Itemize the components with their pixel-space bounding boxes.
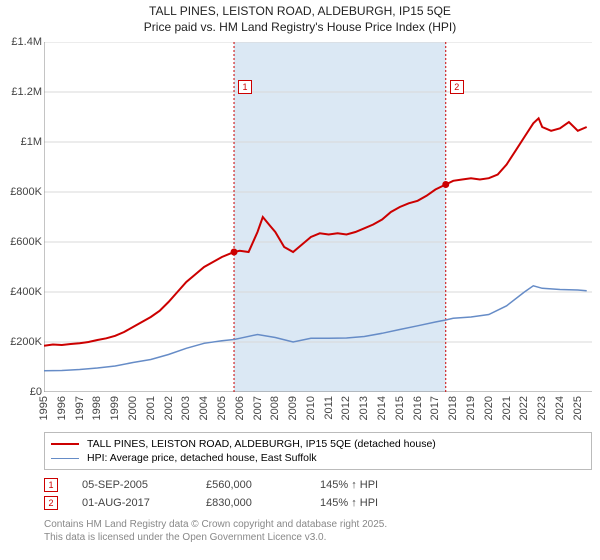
title-block: TALL PINES, LEISTON ROAD, ALDEBURGH, IP1…: [0, 0, 600, 35]
x-tick-label: 2021: [501, 396, 513, 420]
legend-swatch: [51, 458, 79, 459]
x-tick-label: 2014: [376, 396, 388, 420]
sale-point-marker: 2: [44, 496, 58, 510]
title-line-2: Price paid vs. HM Land Registry's House …: [0, 20, 600, 36]
x-tick-label: 2011: [323, 396, 335, 420]
y-tick-label: £1M: [2, 136, 42, 148]
chart-area: [44, 42, 592, 392]
x-tick-label: 1996: [56, 396, 68, 420]
x-tick-label: 2002: [163, 396, 175, 420]
legend-box: TALL PINES, LEISTON ROAD, ALDEBURGH, IP1…: [44, 432, 592, 470]
y-tick-label: £400K: [2, 286, 42, 298]
x-tick-label: 1999: [109, 396, 121, 420]
x-tick-label: 2007: [252, 396, 264, 420]
attribution-line-1: Contains HM Land Registry data © Crown c…: [44, 518, 592, 531]
y-tick-label: £800K: [2, 186, 42, 198]
marker-box: 2: [450, 80, 464, 94]
x-tick-label: 2012: [340, 396, 352, 420]
sale-point-date: 01-AUG-2017: [82, 497, 182, 509]
x-tick-label: 2015: [394, 396, 406, 420]
x-tick-label: 2000: [127, 396, 139, 420]
x-tick-label: 2004: [198, 396, 210, 420]
chart-container: TALL PINES, LEISTON ROAD, ALDEBURGH, IP1…: [0, 0, 600, 560]
sale-point-price: £560,000: [206, 479, 296, 491]
x-tick-label: 1997: [74, 396, 86, 420]
marker-box: 1: [238, 80, 252, 94]
x-tick-label: 2025: [572, 396, 584, 420]
x-tick-label: 2013: [358, 396, 370, 420]
y-tick-label: £600K: [2, 236, 42, 248]
title-line-1: TALL PINES, LEISTON ROAD, ALDEBURGH, IP1…: [0, 4, 600, 20]
legend-label: HPI: Average price, detached house, East…: [87, 452, 317, 464]
sale-point-row: 1 05-SEP-2005 £560,000 145% ↑ HPI: [44, 476, 592, 494]
x-tick-label: 2024: [554, 396, 566, 420]
x-tick-label: 2019: [465, 396, 477, 420]
attribution: Contains HM Land Registry data © Crown c…: [44, 518, 592, 544]
plot-svg: [44, 42, 592, 392]
x-tick-label: 2010: [305, 396, 317, 420]
sale-point-delta: 145% ↑ HPI: [320, 497, 378, 509]
x-tick-label: 1998: [91, 396, 103, 420]
attribution-line-2: This data is licensed under the Open Gov…: [44, 531, 592, 544]
sale-point-marker: 1: [44, 478, 58, 492]
x-tick-label: 2005: [216, 396, 228, 420]
sale-point-row: 2 01-AUG-2017 £830,000 145% ↑ HPI: [44, 494, 592, 512]
x-tick-label: 2016: [412, 396, 424, 420]
x-tick-label: 2008: [269, 396, 281, 420]
sale-point-date: 05-SEP-2005: [82, 479, 182, 491]
y-tick-label: £1.4M: [2, 36, 42, 48]
x-tick-label: 1995: [38, 396, 50, 420]
x-tick-label: 2017: [429, 396, 441, 420]
x-tick-label: 2023: [536, 396, 548, 420]
legend-and-footer: TALL PINES, LEISTON ROAD, ALDEBURGH, IP1…: [44, 432, 592, 544]
x-tick-label: 2020: [483, 396, 495, 420]
legend-swatch: [51, 443, 79, 445]
legend-row: TALL PINES, LEISTON ROAD, ALDEBURGH, IP1…: [51, 437, 585, 451]
legend-row: HPI: Average price, detached house, East…: [51, 451, 585, 465]
sale-point-price: £830,000: [206, 497, 296, 509]
sale-points-table: 1 05-SEP-2005 £560,000 145% ↑ HPI 2 01-AUG-20…: [44, 476, 592, 512]
sale-point-delta: 145% ↑ HPI: [320, 479, 378, 491]
x-tick-label: 2001: [145, 396, 157, 420]
y-tick-label: £1.2M: [2, 86, 42, 98]
x-tick-label: 2003: [180, 396, 192, 420]
legend-label: TALL PINES, LEISTON ROAD, ALDEBURGH, IP1…: [87, 438, 436, 450]
y-tick-label: £0: [2, 386, 42, 398]
x-tick-label: 2018: [447, 396, 459, 420]
x-tick-label: 2009: [287, 396, 299, 420]
y-tick-label: £200K: [2, 336, 42, 348]
x-tick-label: 2022: [518, 396, 530, 420]
x-tick-label: 2006: [234, 396, 246, 420]
